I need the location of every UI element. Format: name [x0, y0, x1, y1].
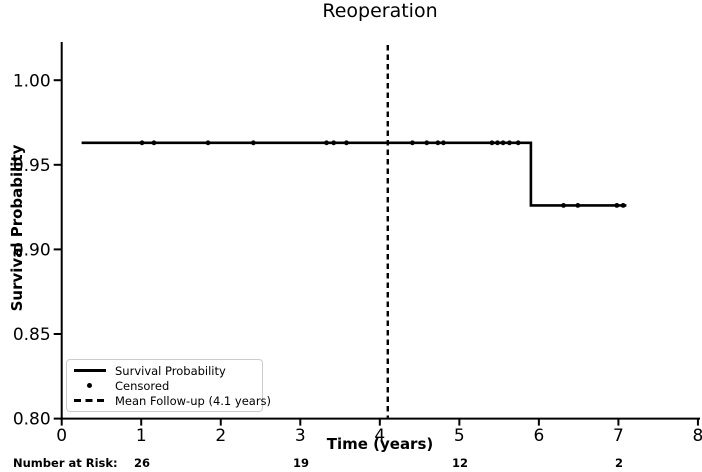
survival-curve [81, 141, 627, 207]
censored-mark [250, 140, 256, 146]
y-axis-label: Survival Probability [8, 144, 26, 312]
censored-mark [495, 140, 500, 146]
censored-mark [620, 203, 626, 208]
censored-mark [424, 140, 430, 146]
risk-value-t5: 12 [451, 456, 469, 470]
dashed-line-icon [73, 399, 106, 402]
x-tick-label: 4 [374, 426, 385, 446]
censored-mark [614, 203, 620, 208]
censored-mark [489, 140, 495, 146]
censored-mark [344, 140, 349, 146]
censored-mark [331, 140, 337, 146]
censored-mark [205, 140, 211, 146]
censored-mark [324, 140, 329, 146]
x-tick-label: 8 [693, 426, 702, 446]
y-tick-label: 0.95 [13, 156, 51, 176]
chart-title: Reoperation [322, 0, 438, 22]
solid-line-icon [73, 369, 106, 372]
y-tick-label: 0.90 [13, 241, 51, 261]
legend: Survival Probability Censored Mean Follo… [66, 359, 271, 412]
dot-marker-icon [73, 383, 106, 388]
x-tick-label: 1 [136, 426, 147, 446]
y-tick-label: 0.80 [13, 410, 51, 430]
censored-mark [500, 140, 506, 146]
x-tick-label: 5 [454, 426, 465, 446]
censored-mark [151, 140, 157, 146]
x-tick-label: 3 [295, 426, 306, 446]
risk-value-t1: 26 [133, 456, 151, 470]
x-tick-label: 0 [56, 426, 67, 446]
x-tick-label: 7 [613, 426, 624, 446]
censored-mark [441, 140, 446, 146]
risk-value-t7: 2 [614, 456, 624, 470]
x-tick-label: 6 [533, 426, 544, 446]
x-tick-label: 2 [215, 426, 226, 446]
number-at-risk-label: Number at Risk: [13, 456, 118, 470]
legend-label: Mean Follow-up (4.1 years) [115, 393, 272, 408]
censored-mark [139, 140, 145, 146]
censored-mark [507, 140, 512, 146]
y-tick-label: 0.85 [13, 325, 51, 345]
censored-mark [515, 140, 521, 146]
censored-mark [435, 140, 441, 146]
y-tick-label: 1.00 [13, 71, 51, 91]
legend-item-censored: Censored [73, 379, 256, 393]
censored-mark [410, 140, 415, 146]
risk-value-t3: 19 [292, 456, 310, 470]
censored-mark [575, 203, 581, 208]
x-axis-label: Time (years) [326, 435, 434, 453]
legend-label: Censored [115, 378, 170, 393]
censored-mark [561, 203, 566, 208]
legend-label: Survival Probability [115, 363, 226, 378]
legend-item-mean-followup: Mean Follow-up (4.1 years) [73, 394, 271, 408]
legend-item-survival: Survival Probability [73, 364, 256, 378]
